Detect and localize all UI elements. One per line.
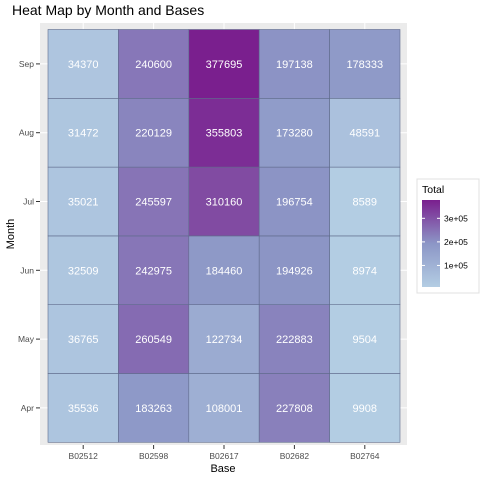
x-axis: B02512 B02598 B02617 B02682 B02764 <box>69 445 380 461</box>
cell-value-label: 35021 <box>68 197 99 209</box>
heatmap-tile <box>329 29 401 99</box>
legend-tick-label: 3e+05 <box>444 213 468 223</box>
heatmap-tile <box>188 98 260 168</box>
cell-value-label: 8589 <box>353 197 377 209</box>
legend-tick-label: 1e+05 <box>444 260 468 270</box>
heatmap-tile <box>329 373 401 443</box>
y-tick-label: Jul <box>23 197 34 207</box>
x-tick-label: B02764 <box>350 451 380 461</box>
legend-colorbar <box>422 200 440 287</box>
cell-value-label: 122734 <box>206 334 243 346</box>
y-tick-label: May <box>18 334 35 344</box>
cell-value-label: 194926 <box>276 265 313 277</box>
heatmap-tile <box>188 166 260 237</box>
cell-value-label: 196754 <box>276 197 313 209</box>
cell-value-label: 34370 <box>68 59 99 71</box>
heatmap-tile <box>188 235 260 305</box>
heatmap-tile <box>329 98 401 168</box>
cell-value-label: 260549 <box>135 334 172 346</box>
cell-value-label: 240600 <box>135 59 172 71</box>
heatmap-tile <box>258 29 330 99</box>
cell-value-label: 108001 <box>206 403 243 415</box>
heatmap-tile <box>118 304 190 374</box>
heatmap-tile <box>258 98 330 168</box>
cell-value-label: 31472 <box>68 128 99 140</box>
y-tick-label: Jun <box>20 265 34 275</box>
legend: Total 1e+05 2e+05 3e+05 <box>416 178 480 294</box>
heatmap-tile <box>188 373 260 443</box>
heatmap-tile <box>47 98 119 168</box>
cell-value-label: 197138 <box>276 59 313 71</box>
cell-value-label: 9504 <box>353 334 377 346</box>
cell-value-label: 310160 <box>206 197 243 209</box>
cell-value-label: 377695 <box>206 59 243 71</box>
heatmap-tile <box>118 166 190 237</box>
y-tick-label: Apr <box>21 403 34 413</box>
heatmap-tile <box>258 166 330 237</box>
heatmap-tile <box>47 304 119 374</box>
cell-value-label: 227808 <box>276 403 313 415</box>
cell-value-label: 222883 <box>276 334 313 346</box>
heatmap-tile <box>258 235 330 305</box>
heatmap-tile <box>329 166 401 237</box>
heatmap-tile <box>118 98 190 168</box>
heatmap-tile <box>47 235 119 305</box>
x-tick-label: B02598 <box>139 451 169 461</box>
cell-value-label: 8974 <box>353 265 377 277</box>
cell-value-label: 36765 <box>68 334 99 346</box>
heatmap-tiles <box>47 29 401 443</box>
heatmap-tile <box>118 235 190 305</box>
legend-tick-label: 2e+05 <box>444 237 468 247</box>
cell-value-label: 35536 <box>68 403 99 415</box>
heatmap-tile <box>258 304 330 374</box>
x-tick-label: B02617 <box>209 451 239 461</box>
y-tick-label: Sep <box>19 59 34 69</box>
heatmap-tile <box>188 29 260 99</box>
x-tick-label: B02512 <box>69 451 99 461</box>
cell-value-label: 9908 <box>353 403 377 415</box>
heatmap-tile <box>329 304 401 374</box>
heatmap-tile <box>47 29 119 99</box>
heatmap-tile <box>118 29 190 99</box>
cell-value-label: 355803 <box>206 128 243 140</box>
x-axis-title: Base <box>210 463 235 475</box>
x-tick-label: B02682 <box>280 451 310 461</box>
y-axis-title: Month <box>5 219 17 250</box>
cell-value-label: 245597 <box>135 197 172 209</box>
cell-labels: 35536 183263 108001 227808 9908 36765 260549 12… <box>68 59 383 415</box>
y-tick-label: Aug <box>19 128 34 138</box>
cell-value-label: 32509 <box>68 265 99 277</box>
heatmap-tile <box>329 235 401 305</box>
y-axis: Apr May Jun Jul Aug Sep <box>18 59 40 413</box>
heatmap-tile <box>188 304 260 374</box>
cell-value-label: 242975 <box>135 265 172 277</box>
heatmap-tile <box>47 166 119 237</box>
cell-value-label: 184460 <box>206 265 243 277</box>
chart-title: Heat Map by Month and Bases <box>12 2 204 18</box>
cell-value-label: 220129 <box>135 128 172 140</box>
legend-title: Total <box>422 184 444 196</box>
legend-ticks: 1e+05 2e+05 3e+05 <box>422 213 468 270</box>
cell-value-label: 178333 <box>346 59 383 71</box>
cell-value-label: 173280 <box>276 128 313 140</box>
cell-value-label: 183263 <box>135 403 172 415</box>
cell-value-label: 48591 <box>350 128 381 140</box>
